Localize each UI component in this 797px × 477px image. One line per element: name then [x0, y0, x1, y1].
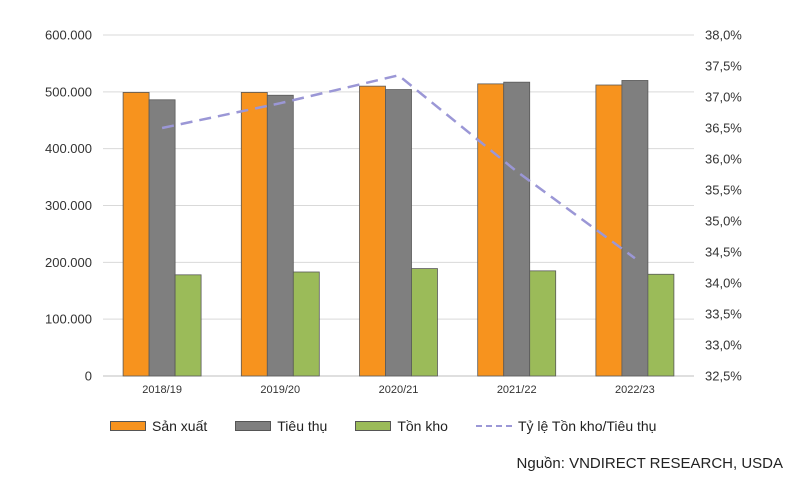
left-axis-tick-label: 100.000: [45, 312, 92, 327]
bar-inventory: [292, 271, 320, 377]
legend-swatch-consumption: [235, 421, 272, 431]
category-label: 2018/19: [142, 384, 182, 396]
category-axis-labels: 2018/19 2019/20 2020/21 2021/22 2022/23: [142, 384, 655, 396]
category-label: 2020/21: [379, 384, 419, 396]
right-axis-tick-label: 37,0%: [705, 90, 742, 105]
right-axis-tick-label: 34,5%: [705, 245, 742, 260]
bar-production: [595, 84, 623, 377]
right-axis-tick-label: 33,5%: [705, 307, 742, 322]
legend-label-consumption: Tiêu thụ: [277, 418, 328, 434]
legend-swatch-production: [110, 421, 146, 431]
left-axis-ticks: 0 100.000 200.000 300.000 400.000 500.000 600.…: [45, 28, 92, 384]
bar-series: [122, 80, 675, 377]
right-axis-tick-label: 32,5%: [705, 369, 742, 384]
right-axis-tick-label: 37,5%: [705, 59, 742, 74]
source-note: Nguồn: VNDIRECT RESEARCH, USDA: [516, 455, 783, 472]
legend-item-production: Sản xuất: [110, 418, 207, 434]
right-axis-tick-label: 34,0%: [705, 276, 742, 291]
left-axis-tick-label: 500.000: [45, 84, 92, 99]
category-label: 2022/23: [615, 384, 655, 396]
right-axis-tick-label: 36,0%: [705, 152, 742, 167]
bar-consumption: [148, 99, 176, 377]
bar-inventory: [174, 274, 202, 377]
legend-swatch-inventory: [355, 421, 392, 431]
ratio-line-series: [161, 73, 636, 260]
bar-consumption: [266, 94, 294, 377]
legend-item-consumption: Tiêu thụ: [235, 418, 327, 434]
legend-label-production: Sản xuất: [152, 418, 208, 434]
right-axis-tick-label: 35,5%: [705, 183, 742, 198]
ratio-line: [161, 73, 636, 260]
bar-production: [122, 92, 150, 377]
left-axis-tick-label: 300.000: [45, 198, 92, 213]
legend: Sản xuất Tiêu thụ Tồn kho Tỷ lệ Tồn kho/…: [110, 418, 684, 434]
category-label: 2019/20: [260, 384, 300, 396]
legend-label-ratio: Tỷ lệ Tồn kho/Tiêu thụ: [517, 418, 657, 434]
legend-item-inventory: Tồn kho: [355, 418, 448, 434]
bar-production: [477, 83, 505, 377]
right-axis-tick-label: 33,0%: [705, 338, 742, 353]
bar-production: [359, 85, 386, 377]
legend-item-ratio: Tỷ lệ Tồn kho/Tiêu thụ: [475, 418, 657, 434]
category-label: 2021/22: [497, 384, 537, 396]
left-axis-tick-label: 0: [85, 369, 92, 384]
bar-production: [240, 92, 268, 377]
bar-consumption: [503, 81, 531, 377]
legend-label-inventory: Tồn kho: [397, 418, 448, 434]
left-axis-tick-label: 600.000: [45, 28, 92, 43]
combo-chart: 0 100.000 200.000 300.000 400.000 500.000 600.…: [45, 28, 742, 397]
bar-inventory: [529, 270, 557, 377]
left-axis-tick-label: 200.000: [45, 255, 92, 270]
right-axis-tick-label: 38,0%: [705, 28, 742, 43]
bar-consumption: [621, 80, 649, 377]
left-axis-tick-label: 400.000: [45, 141, 92, 156]
bar-inventory: [411, 268, 438, 377]
right-axis-tick-label: 36,5%: [705, 121, 742, 136]
bar-inventory: [647, 273, 675, 377]
legend-swatch-ratio: [475, 425, 512, 427]
right-axis-tick-label: 35,0%: [705, 214, 742, 229]
right-axis-ticks: 32,5% 33,0% 33,5% 34,0% 34,5% 35,0% 35,5% 36,0%…: [705, 28, 742, 384]
bar-consumption: [385, 89, 412, 377]
